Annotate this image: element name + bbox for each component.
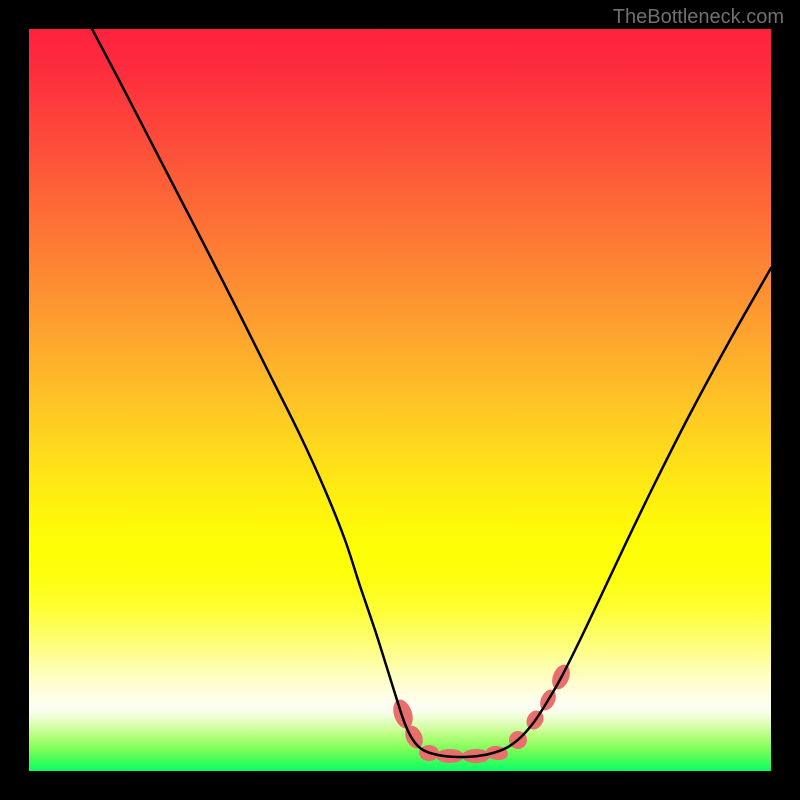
chart-plot-area [29,29,771,771]
watermark-text: TheBottleneck.com [613,6,784,29]
